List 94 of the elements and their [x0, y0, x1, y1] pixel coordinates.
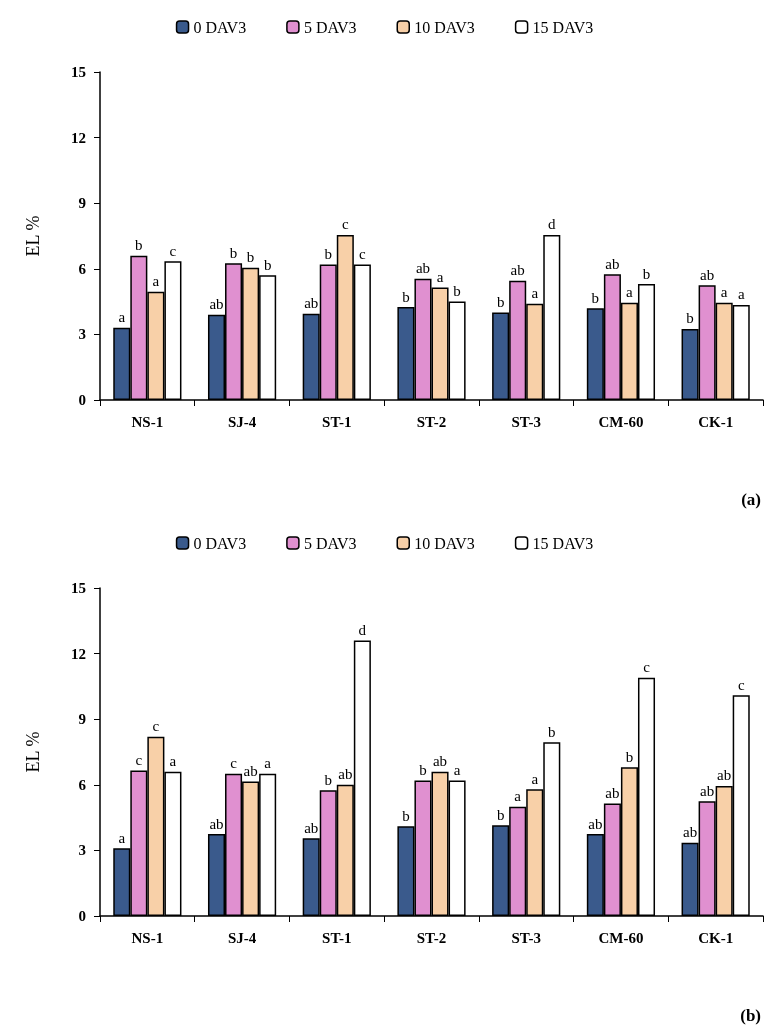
data-label: a: [720, 284, 728, 301]
data-label: ab: [209, 815, 224, 832]
data-label: c: [169, 242, 177, 259]
data-label: ab: [700, 782, 715, 799]
data-label: a: [531, 285, 539, 302]
data-label: b: [246, 249, 255, 266]
data-label: ab: [588, 815, 603, 832]
data-label: ab: [700, 266, 715, 283]
data-label: b: [548, 723, 556, 740]
data-label: ab: [605, 784, 620, 801]
y-tick-label: 6: [78, 260, 87, 277]
x-tick-label: CM-60: [598, 929, 644, 946]
legend-label: 0 DAV3: [193, 534, 247, 552]
data-label: c: [737, 676, 745, 693]
data-label: ab: [717, 767, 732, 784]
data-label: ab: [510, 262, 525, 279]
x-tick-label: ST-2: [416, 929, 447, 946]
data-label: a: [118, 309, 126, 326]
data-label: c: [341, 216, 349, 233]
data-label: ab: [682, 824, 698, 841]
data-label: b: [324, 771, 333, 788]
data-label: ab: [605, 255, 620, 272]
data-label: a: [169, 753, 177, 770]
legend-label: 10 DAV3: [414, 18, 475, 36]
legend-label: 5 DAV3: [303, 534, 357, 552]
data-label: d: [358, 621, 367, 638]
x-tick-label: NS-1: [131, 413, 164, 430]
y-tick-label: 3: [78, 842, 86, 859]
data-label: a: [436, 268, 444, 285]
legend-label: 5 DAV3: [303, 18, 357, 36]
y-tick-label: 0: [78, 392, 86, 408]
y-tick-label: 15: [71, 64, 86, 80]
data-label: b: [135, 237, 143, 254]
data-label: b: [263, 256, 272, 273]
data-label: ab: [209, 296, 224, 313]
data-label: a: [118, 829, 126, 846]
data-label: ab: [338, 766, 353, 783]
x-tick-label: ST-3: [511, 929, 541, 946]
data-label: c: [230, 755, 238, 772]
x-tick-label: ST-1: [322, 413, 352, 430]
legend-label: 10 DAV3: [414, 534, 475, 552]
x-tick-label: SJ-4: [227, 413, 257, 430]
data-label: ab: [243, 763, 258, 780]
data-label: d: [548, 216, 557, 233]
y-axis-title: EL %: [23, 731, 43, 773]
x-tick-label: ST-2: [416, 413, 447, 430]
data-label: b: [402, 288, 410, 305]
data-label: c: [135, 752, 143, 769]
y-tick-label: 9: [78, 195, 86, 212]
data-label: a: [626, 284, 634, 301]
data-label: b: [642, 265, 651, 282]
data-label: b: [229, 244, 238, 261]
data-label: a: [264, 755, 272, 772]
x-tick-label: NS-1: [131, 929, 164, 946]
data-label: b: [496, 294, 505, 311]
data-label: c: [152, 718, 160, 735]
y-tick-label: 3: [78, 326, 86, 343]
y-tick-label: 0: [78, 908, 86, 924]
y-tick-label: 12: [71, 645, 86, 662]
data-label: b: [496, 806, 505, 823]
data-label: b: [453, 283, 461, 300]
x-tick-label: ST-3: [511, 413, 541, 430]
data-label: c: [643, 659, 651, 676]
data-label: c: [359, 245, 367, 262]
x-tick-label: CK-1: [698, 929, 734, 946]
y-axis-title: EL %: [23, 215, 43, 257]
data-label: ab: [304, 295, 319, 312]
y-tick-label: 6: [78, 776, 87, 793]
data-label: a: [514, 788, 522, 805]
y-tick-label: 12: [71, 129, 86, 146]
data-label: a: [531, 770, 539, 787]
x-tick-label: SJ-4: [227, 929, 257, 946]
data-label: b: [324, 245, 333, 262]
data-label: b: [686, 310, 694, 327]
legend-label: 15 DAV3: [532, 534, 594, 552]
x-tick-label: CM-60: [598, 413, 644, 430]
data-label: b: [625, 748, 634, 765]
data-label: b: [419, 761, 427, 778]
data-label: b: [402, 807, 410, 824]
x-tick-label: ST-1: [322, 929, 352, 946]
text: (b): [740, 1006, 761, 1025]
data-label: ab: [415, 260, 431, 277]
legend-label: 0 DAV3: [193, 18, 247, 36]
x-tick-label: CK-1: [698, 413, 734, 430]
data-label: b: [591, 289, 600, 306]
data-label: a: [737, 286, 745, 303]
data-label: ab: [304, 819, 319, 836]
y-tick-label: 9: [78, 711, 86, 728]
data-label: ab: [432, 753, 448, 770]
data-label: a: [152, 273, 160, 290]
y-tick-label: 15: [71, 580, 86, 596]
data-label: a: [453, 761, 461, 778]
text: (a): [741, 490, 762, 509]
legend-label: 15 DAV3: [532, 18, 594, 36]
